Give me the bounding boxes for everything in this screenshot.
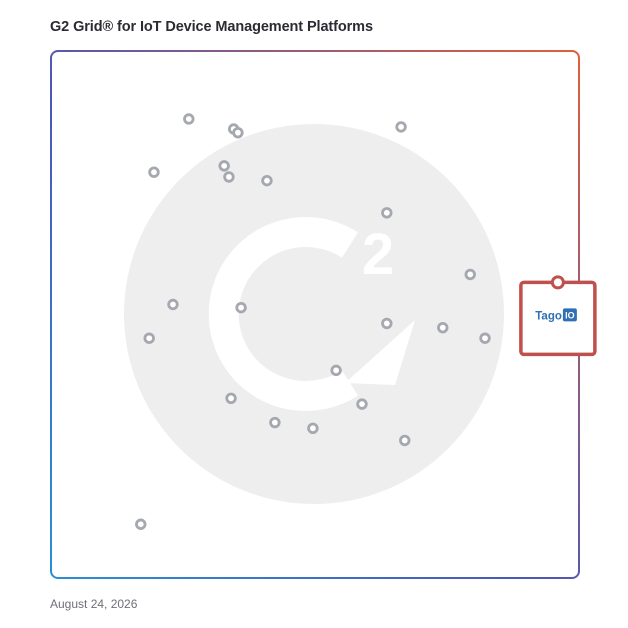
- vendor-point-11[interactable]: [167, 298, 179, 311]
- vendor-point-19[interactable]: [225, 392, 237, 404]
- vendor-point-10[interactable]: [464, 268, 476, 281]
- vendor-point-12[interactable]: [235, 301, 247, 314]
- svg-text:2: 2: [362, 222, 394, 287]
- vendor-point-17[interactable]: [330, 364, 342, 377]
- vendor-point-13[interactable]: [143, 332, 155, 344]
- tagoio-brand-badge-box: [562, 308, 577, 322]
- vendor-point-1[interactable]: [183, 113, 195, 125]
- vendor-point-22[interactable]: [399, 434, 411, 447]
- tagoio-brand-text: Tago: [535, 310, 562, 322]
- vendor-point-15[interactable]: [437, 321, 449, 334]
- vendor-point-21[interactable]: [307, 422, 319, 435]
- tagoio-highlight[interactable]: Tago IO: [519, 275, 597, 357]
- g2-watermark: 2: [124, 124, 504, 504]
- tagoio-brand-badge: IO: [565, 310, 575, 320]
- vendor-point-8[interactable]: [395, 121, 407, 133]
- vendor-point-16[interactable]: [479, 332, 491, 344]
- vendor-point-20[interactable]: [269, 416, 281, 429]
- vendor-point-5[interactable]: [218, 160, 230, 172]
- vendor-point-23[interactable]: [135, 518, 147, 530]
- vendor-point-4[interactable]: [148, 166, 160, 178]
- vendor-point-14[interactable]: [381, 317, 393, 330]
- tagoio-marker[interactable]: [550, 275, 565, 290]
- report-date: August 24, 2026: [50, 597, 138, 611]
- vendor-point-18[interactable]: [356, 398, 368, 410]
- points-layer: [135, 113, 491, 530]
- vendor-point-7[interactable]: [261, 174, 273, 187]
- vendor-point-3[interactable]: [232, 126, 244, 139]
- chart-title: G2 Grid® for IoT Device Management Platf…: [50, 19, 373, 35]
- vendor-point-6[interactable]: [223, 171, 235, 183]
- vendor-point-9[interactable]: [381, 207, 393, 219]
